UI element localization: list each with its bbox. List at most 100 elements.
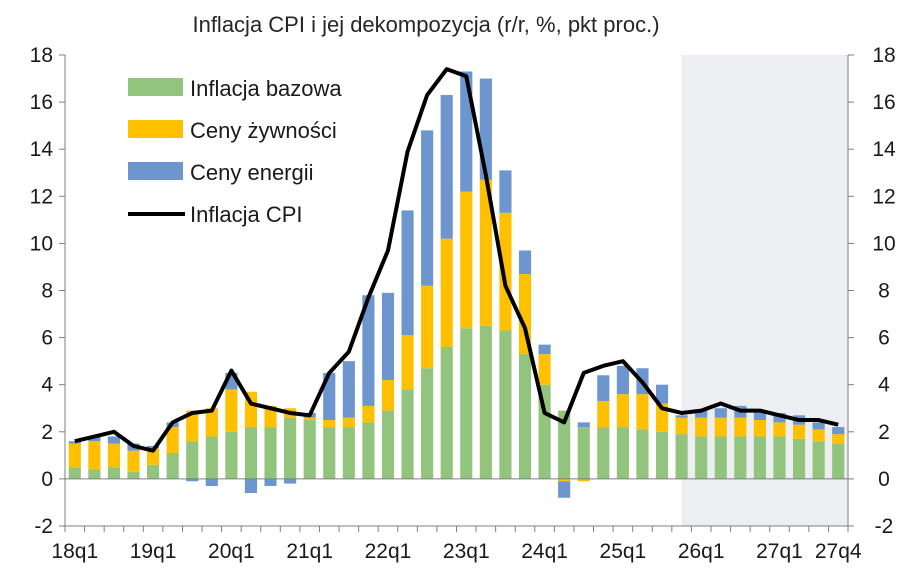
x-tick-label-27q1: 27q1 bbox=[756, 540, 803, 563]
bar-inflacja-bazowa-23q2 bbox=[479, 325, 492, 479]
bar-inflacja-bazowa-25q4 bbox=[675, 434, 688, 479]
x-tick-label-22q1: 22q1 bbox=[365, 540, 412, 563]
bar-ceny-żywności-19q2 bbox=[166, 427, 179, 453]
left-tick-label: 10 bbox=[30, 232, 53, 255]
left-tick-label: 2 bbox=[41, 421, 53, 444]
bar-ceny-żywności-22q4 bbox=[440, 238, 453, 348]
legend-label: Ceny energii bbox=[190, 160, 314, 185]
left-tick-label: 4 bbox=[41, 374, 53, 397]
bar-inflacja-bazowa-21q2 bbox=[323, 427, 336, 479]
bar-ceny-żywności-21q1 bbox=[303, 417, 316, 421]
left-tick-label: 8 bbox=[41, 280, 53, 303]
bar-ceny-energii-23q3 bbox=[499, 170, 512, 213]
bar-inflacja-bazowa-27q4 bbox=[832, 443, 845, 479]
x-tick-label-25q1: 25q1 bbox=[600, 540, 647, 563]
bar-ceny-energii-24q2 bbox=[558, 481, 571, 498]
bar-inflacja-bazowa-18q4 bbox=[127, 471, 140, 479]
bar-ceny-energii-22q1 bbox=[381, 292, 395, 380]
bar-ceny-energii-24q3 bbox=[577, 422, 590, 428]
bar-ceny-energii-27q4 bbox=[832, 427, 845, 435]
bar-inflacja-bazowa-20q2 bbox=[244, 427, 258, 479]
bar-inflacja-bazowa-27q3 bbox=[812, 441, 825, 479]
bar-inflacja-bazowa-23q4 bbox=[518, 354, 532, 479]
bar-ceny-energii-22q2 bbox=[401, 210, 414, 336]
legend-swatch bbox=[128, 120, 183, 138]
legend-swatch bbox=[128, 162, 183, 180]
bar-inflacja-bazowa-19q2 bbox=[166, 453, 179, 479]
bar-inflacja-bazowa-21q3 bbox=[342, 427, 355, 479]
bar-ceny-energii-24q4 bbox=[597, 375, 610, 402]
x-tick-label-27q4: 27q4 bbox=[815, 540, 862, 563]
bar-ceny-żywności-25q2 bbox=[636, 394, 649, 430]
bar-inflacja-bazowa-27q2 bbox=[792, 438, 806, 479]
bar-ceny-żywności-24q2 bbox=[558, 478, 571, 482]
bar-ceny-żywności-24q1 bbox=[538, 354, 551, 385]
bar-inflacja-bazowa-19q3 bbox=[186, 441, 199, 479]
bar-ceny-energii-25q4 bbox=[675, 415, 688, 418]
bar-ceny-żywności-18q4 bbox=[127, 450, 140, 472]
bar-ceny-energii-19q1 bbox=[147, 445, 160, 449]
bar-inflacja-bazowa-19q4 bbox=[205, 436, 218, 479]
right-tick-label: 2 bbox=[878, 421, 890, 444]
left-axis-ticks: -2 0 2 4 6 8 10 12 14 16 18 bbox=[30, 44, 65, 538]
legend-swatch bbox=[128, 78, 183, 96]
bar-inflacja-bazowa-19q1 bbox=[147, 464, 160, 479]
bar-ceny-żywności-26q2 bbox=[714, 417, 727, 437]
bar-ceny-energii-27q1 bbox=[773, 412, 786, 423]
bar-inflacja-bazowa-24q4 bbox=[597, 427, 610, 479]
bar-inflacja-bazowa-18q3 bbox=[107, 467, 121, 479]
x-tick-label-26q1: 26q1 bbox=[678, 540, 725, 563]
bar-ceny-żywności-21q3 bbox=[342, 417, 355, 428]
x-tick-label-23q1: 23q1 bbox=[443, 540, 490, 563]
right-tick-label: 16 bbox=[872, 91, 895, 114]
bar-ceny-energii-24q1 bbox=[538, 344, 551, 355]
right-tick-label: 0 bbox=[878, 468, 890, 491]
bar-inflacja-bazowa-22q3 bbox=[421, 368, 434, 479]
bar-inflacja-bazowa-26q1 bbox=[695, 436, 708, 479]
right-tick-label: 18 bbox=[872, 44, 895, 67]
bar-ceny-energii-19q3 bbox=[186, 478, 199, 482]
bar-ceny-energii-26q4 bbox=[753, 410, 766, 421]
bar-ceny-energii-27q3 bbox=[812, 422, 825, 430]
right-tick-label: 10 bbox=[872, 232, 895, 255]
x-tick-label-21q1: 21q1 bbox=[286, 540, 333, 563]
right-tick-label: 4 bbox=[878, 374, 890, 397]
bar-inflacja-bazowa-26q3 bbox=[734, 436, 747, 479]
x-axis-ticks: 18q1 19q1 20q1 21q1 22q1 23q1 24q1 25q1 26q1 27q1… bbox=[51, 526, 862, 563]
x-tick-label-18q1: 18q1 bbox=[51, 540, 98, 563]
bar-inflacja-bazowa-25q1 bbox=[616, 427, 629, 479]
left-tick-label: 16 bbox=[30, 91, 53, 114]
bar-inflacja-bazowa-25q2 bbox=[636, 429, 649, 479]
series-line-inflacja-cpi bbox=[74, 67, 839, 453]
legend-label: Inflacja CPI bbox=[190, 202, 303, 227]
bar-ceny-żywności-18q1 bbox=[68, 443, 81, 468]
bar-inflacja-bazowa-25q3 bbox=[655, 431, 669, 479]
bar-inflacja-bazowa-20q4 bbox=[284, 417, 297, 479]
bar-ceny-energii-26q1 bbox=[695, 410, 708, 418]
bar-ceny-energii-20q3 bbox=[264, 478, 277, 486]
bar-ceny-żywności-24q4 bbox=[597, 401, 610, 428]
left-tick-label: 0 bbox=[41, 468, 53, 491]
bar-ceny-energii-26q2 bbox=[714, 408, 727, 418]
bar-inflacja-bazowa-22q4 bbox=[440, 347, 453, 479]
bar-ceny-żywności-25q1 bbox=[616, 394, 629, 428]
left-tick-label: -2 bbox=[34, 515, 53, 538]
bar-inflacja-bazowa-21q1 bbox=[303, 420, 316, 479]
bar-inflacja-bazowa-23q1 bbox=[460, 328, 473, 479]
left-tick-label: 12 bbox=[30, 185, 53, 208]
bar-ceny-żywności-18q2 bbox=[88, 441, 101, 470]
x-tick-label-20q1: 20q1 bbox=[208, 540, 255, 563]
bar-ceny-żywności-27q1 bbox=[773, 422, 786, 437]
bar-inflacja-bazowa-22q1 bbox=[381, 410, 395, 479]
bar-ceny-energii-22q4 bbox=[440, 95, 453, 239]
bar-ceny-żywności-24q3 bbox=[577, 478, 590, 482]
bar-ceny-energii-18q2 bbox=[88, 436, 101, 442]
bar-ceny-żywności-19q1 bbox=[147, 448, 160, 465]
bar-ceny-żywności-23q1 bbox=[460, 191, 473, 329]
left-tick-label: 18 bbox=[30, 44, 53, 67]
bar-ceny-żywności-21q2 bbox=[323, 420, 336, 428]
right-tick-label: 12 bbox=[872, 185, 895, 208]
left-tick-label: 6 bbox=[41, 327, 53, 350]
bar-ceny-żywności-26q1 bbox=[695, 417, 708, 437]
